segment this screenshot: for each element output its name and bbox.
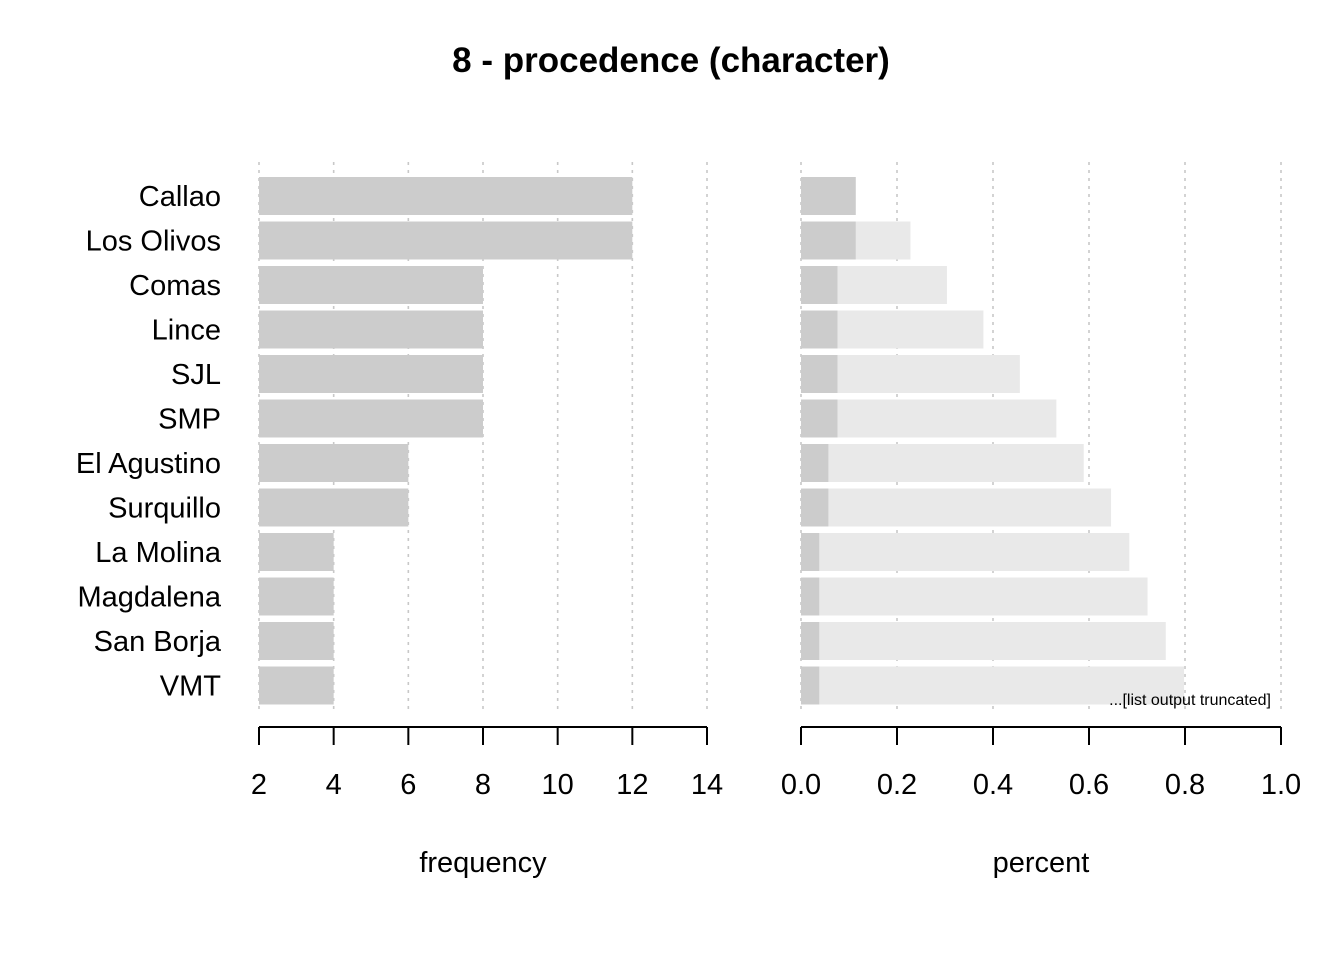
category-label: Comas [129, 270, 221, 302]
frequency-tick-label: 12 [616, 769, 648, 801]
truncation-note: ...[list output truncated] [1109, 692, 1271, 709]
category-label: Surquillo [108, 493, 221, 525]
category-label: SMP [158, 404, 221, 436]
category-label: VMT [160, 671, 222, 703]
percent-panel: 0.0 0.2 0.4 0.6 0.8 1.0 [781, 162, 1301, 801]
chart-title: 8 - procedence (character) [452, 41, 890, 80]
percent-axis-label: percent [993, 847, 1090, 879]
frequency-axis-label: frequency [419, 847, 547, 879]
category-label: San Borja [94, 626, 222, 658]
cumulative-percent-bar [801, 666, 1185, 705]
percent-bar [801, 622, 820, 660]
percent-bar [801, 577, 820, 616]
frequency-tick-label: 4 [326, 769, 342, 801]
cumulative-percent-bar [801, 622, 1166, 660]
cumulative-percent-bar [801, 533, 1130, 571]
frequency-bar [259, 533, 334, 571]
category-label: Los Olivos [86, 226, 221, 258]
frequency-bar [259, 622, 334, 660]
cumulative-percent-bar [801, 577, 1148, 616]
category-label: La Molina [95, 537, 222, 569]
percent-bar [801, 355, 838, 393]
percent-bar [801, 666, 820, 705]
percent-bar [801, 444, 829, 482]
frequency-tick-label: 2 [251, 769, 267, 801]
frequency-bar [259, 177, 633, 215]
percent-tick-label: 1.0 [1261, 769, 1301, 801]
cumulative-percent-bar [801, 488, 1112, 527]
frequency-bar [259, 444, 409, 482]
frequency-bar [259, 488, 409, 527]
frequency-bar [259, 666, 334, 705]
frequency-bar [259, 577, 334, 616]
category-label: SJL [171, 359, 221, 391]
percent-tick-label: 0.4 [973, 769, 1013, 801]
cumulative-percent-bar [801, 444, 1084, 482]
frequency-tick-label: 14 [691, 769, 723, 801]
percent-tick-label: 0.0 [781, 769, 821, 801]
percent-bar [801, 310, 838, 349]
cumulative-percent-bar [801, 399, 1057, 438]
frequency-tick-label: 8 [475, 769, 491, 801]
percent-bar [801, 177, 856, 215]
frequency-bar [259, 399, 483, 438]
category-label: El Agustino [76, 448, 221, 480]
category-label: Callao [139, 181, 221, 213]
category-label: Lince [152, 315, 221, 347]
percent-bar [801, 399, 838, 438]
category-label: Magdalena [78, 582, 222, 614]
frequency-panel: 2 4 6 8 10 12 14 [251, 162, 723, 801]
frequency-bar [259, 221, 633, 260]
percent-bar [801, 266, 838, 304]
frequency-tick-label: 10 [542, 769, 574, 801]
frequency-bar [259, 355, 483, 393]
percent-bar [801, 221, 856, 260]
percent-bar [801, 488, 829, 527]
percent-bar [801, 533, 820, 571]
frequency-tick-label: 6 [400, 769, 416, 801]
percent-tick-label: 0.2 [877, 769, 917, 801]
frequency-bar [259, 310, 483, 349]
category-labels: Callao Los Olivos Comas Lince SJL SMP El Agust… [76, 181, 222, 703]
frequency-bar [259, 266, 483, 304]
percent-tick-label: 0.8 [1165, 769, 1205, 801]
percent-tick-label: 0.6 [1069, 769, 1109, 801]
